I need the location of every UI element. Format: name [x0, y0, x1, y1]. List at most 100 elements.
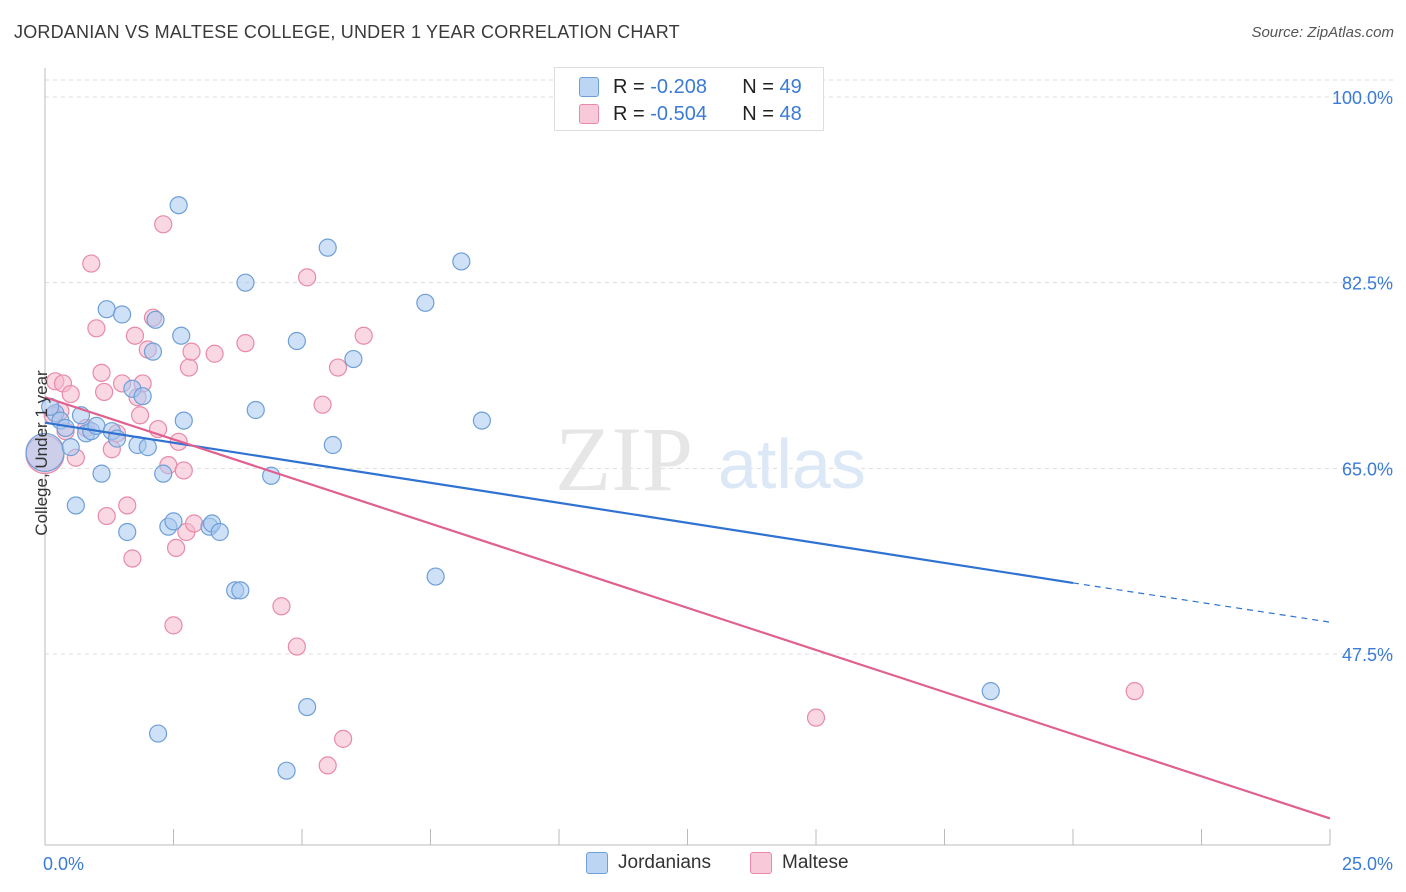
jordanians-point-46 — [472, 411, 491, 430]
maltese-point-37 — [272, 597, 291, 616]
maltese-point-34 — [184, 514, 204, 533]
trend-line-maltese — [44, 396, 1331, 820]
maltese-point-28 — [166, 538, 186, 558]
y-axis-label: College, Under 1 year — [32, 370, 51, 536]
watermark-zip: ZIP — [555, 408, 693, 510]
jordanians-point-33 — [231, 581, 250, 600]
maltese-point-35 — [205, 344, 224, 363]
grid-lines — [45, 79, 1395, 655]
watermark-atlas: atlas — [718, 425, 866, 503]
x-tick-label-0: 0.0% — [43, 854, 84, 874]
maltese-point-41 — [318, 756, 337, 775]
legend-n-value-maltese: 48 — [779, 102, 802, 125]
legend-swatch-maltese — [579, 104, 599, 124]
jordanians-point-36 — [262, 466, 281, 485]
x-tick-label-1: 25.0% — [1342, 854, 1393, 874]
jordanians-point-20 — [143, 342, 163, 361]
jordanians-point-11 — [97, 300, 116, 319]
bottom-legend-label-jordanians: Jordanians — [618, 852, 711, 873]
maltese-point-46 — [1125, 682, 1144, 701]
maltese-point-40 — [313, 395, 332, 414]
jordanians-point-4 — [61, 438, 80, 457]
bottom-legend-swatch-maltese — [750, 852, 772, 874]
jordanians-point-41 — [323, 435, 342, 455]
jordanians-point-47 — [981, 682, 1000, 701]
jordanians-point-34 — [236, 273, 255, 292]
y-tick-label-2: 65.0% — [1342, 459, 1393, 479]
maltese-point-27 — [164, 616, 183, 635]
maltese-point-45 — [806, 708, 826, 727]
y-tick-label-1: 82.5% — [1342, 274, 1393, 294]
chart-title: JORDANIAN VS MALTESE COLLEGE, UNDER 1 YE… — [14, 22, 680, 42]
source-label: Source: ZipAtlas.com — [1251, 24, 1394, 41]
jordanians-point-25 — [164, 512, 183, 531]
maltese-point-39 — [298, 268, 317, 287]
maltese-point-44 — [354, 326, 373, 345]
maltese-point-10 — [92, 363, 111, 382]
maltese-point-11 — [95, 382, 114, 402]
y-tick-label-3: 47.5% — [1342, 645, 1393, 665]
legend-n-label: N = — [742, 75, 774, 98]
tick-labels: 100.0% 82.5% 65.0% 47.5% 0.0% 25.0% — [43, 88, 1393, 874]
bottom-legend-maltese: Maltese — [750, 852, 849, 874]
watermark: ZIP atlas — [555, 408, 866, 510]
jordanians-point-19 — [138, 438, 157, 457]
legend-swatch-jordanians — [579, 77, 599, 97]
bottom-legend-jordanians: Jordanians — [586, 852, 711, 874]
jordanians-point-14 — [112, 305, 132, 324]
jordanians-point-18 — [133, 387, 152, 406]
jordanians-point-31 — [210, 522, 229, 542]
maltese-point-8 — [82, 254, 101, 273]
legend-r-value-jordanians: -0.208 — [650, 75, 707, 98]
series-jordanians — [25, 196, 1000, 780]
maltese-point-18 — [125, 326, 145, 345]
jordanians-point-44 — [426, 567, 445, 586]
legend-row-jordanians: R = -0.208 N = 49 — [579, 76, 802, 98]
legend-r-value-maltese: -0.504 — [650, 102, 707, 125]
jordanians-point-45 — [452, 252, 471, 271]
legend-r-label: R = — [613, 102, 645, 125]
jordanians-point-23 — [154, 464, 173, 483]
jordanians-point-28 — [174, 411, 193, 430]
jordanians-point-37 — [277, 761, 296, 780]
y-tick-label-0: 100.0% — [1332, 88, 1393, 108]
jordanians-point-15 — [118, 522, 137, 542]
jordanians-point-26 — [169, 196, 188, 215]
maltese-point-12 — [97, 506, 116, 526]
maltese-point-17 — [123, 549, 142, 568]
legend-row-maltese: R = -0.504 N = 48 — [579, 103, 802, 125]
trend-line-jordanians — [44, 421, 1074, 585]
jordanians-point-5 — [66, 496, 85, 515]
trend-line-jordanians-extension — [1072, 582, 1331, 623]
maltese-point-36 — [236, 334, 255, 353]
series-maltese — [25, 215, 1144, 775]
maltese-point-33 — [182, 342, 201, 361]
maltese-point-43 — [334, 729, 353, 748]
maltese-point-30 — [174, 461, 193, 480]
jordanians-point-3 — [56, 418, 75, 438]
maltese-point-20 — [130, 406, 150, 425]
bottom-legend-label-maltese: Maltese — [782, 852, 849, 873]
bottom-legend-swatch-jordanians — [586, 852, 608, 874]
jordanians-point-39 — [298, 697, 317, 717]
legend-n-value-jordanians: 49 — [779, 75, 802, 98]
jordanians-point-43 — [416, 293, 435, 312]
jordanians-point-40 — [318, 238, 337, 257]
legend-n-label: N = — [742, 102, 774, 125]
jordanians-point-21 — [146, 310, 165, 329]
maltese-point-42 — [328, 358, 348, 377]
jordanians-point-38 — [287, 331, 306, 351]
jordanians-point-10 — [92, 464, 111, 483]
trend-lines — [44, 396, 1331, 820]
maltese-point-25 — [154, 215, 173, 234]
jordanians-point-35 — [246, 400, 265, 420]
maltese-point-32 — [179, 358, 199, 377]
maltese-point-38 — [287, 637, 306, 656]
jordanians-point-42 — [344, 349, 363, 369]
legend: R = -0.208 N = 49 R = -0.504 N = 48 — [554, 67, 824, 131]
maltese-point-9 — [87, 319, 106, 338]
maltese-point-16 — [118, 496, 137, 515]
maltese-point-5 — [61, 384, 80, 404]
legend-r-label: R = — [613, 75, 645, 98]
